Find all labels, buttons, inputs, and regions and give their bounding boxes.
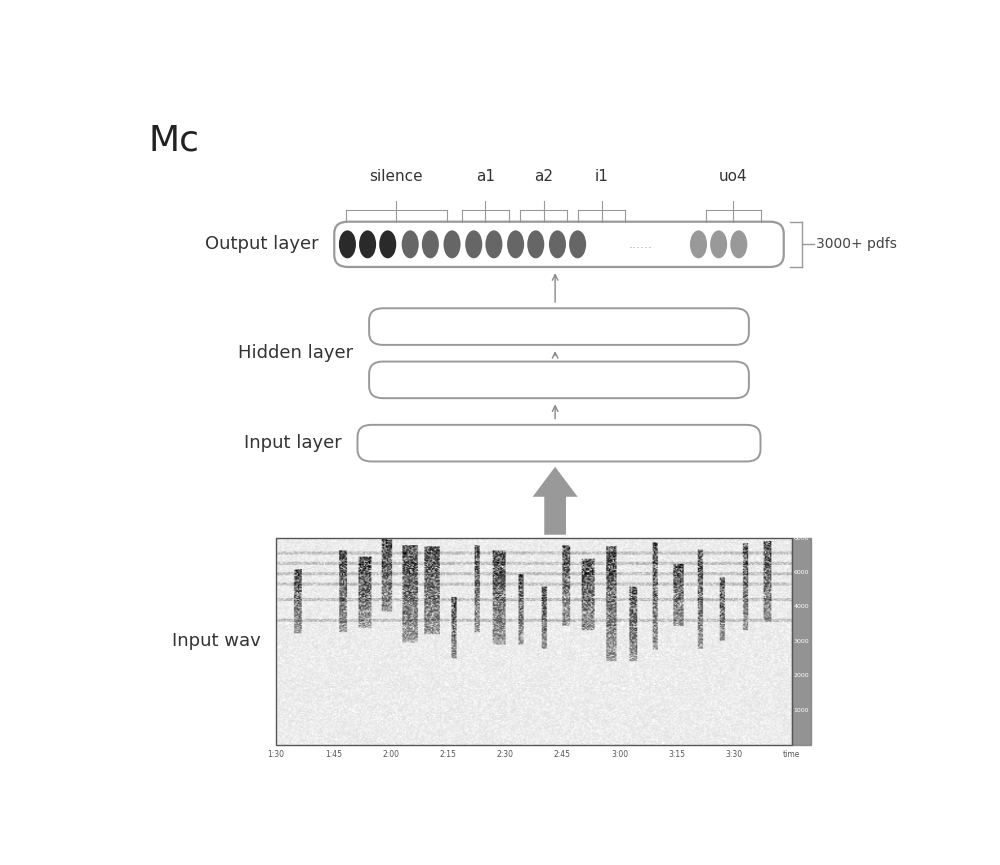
Text: ......: ......: [628, 238, 652, 251]
Bar: [276, 538, 792, 745]
Ellipse shape: [690, 230, 707, 259]
Ellipse shape: [422, 230, 439, 259]
Ellipse shape: [730, 230, 747, 259]
Ellipse shape: [379, 230, 396, 259]
Text: Input layer: Input layer: [244, 434, 342, 452]
Text: 3000+ pdfs: 3000+ pdfs: [816, 237, 897, 252]
Ellipse shape: [710, 230, 727, 259]
Text: 3:30: 3:30: [726, 750, 743, 759]
Text: 2:30: 2:30: [497, 750, 514, 759]
Text: 2:00: 2:00: [382, 750, 399, 759]
Ellipse shape: [402, 230, 419, 259]
Ellipse shape: [359, 230, 376, 259]
Text: silence: silence: [369, 170, 423, 184]
Text: 3:15: 3:15: [668, 750, 685, 759]
Text: 3000: 3000: [793, 638, 809, 644]
FancyBboxPatch shape: [369, 308, 749, 345]
Ellipse shape: [465, 230, 482, 259]
Text: 3:00: 3:00: [611, 750, 628, 759]
Ellipse shape: [527, 230, 544, 259]
Text: Output layer: Output layer: [205, 235, 319, 253]
Text: a1: a1: [476, 170, 495, 184]
Text: 2000: 2000: [793, 673, 809, 678]
Text: Hidden layer: Hidden layer: [239, 344, 354, 362]
Text: 4000: 4000: [793, 605, 809, 609]
FancyBboxPatch shape: [334, 221, 784, 267]
Text: i1: i1: [595, 170, 609, 184]
Ellipse shape: [569, 230, 586, 259]
Ellipse shape: [339, 230, 356, 259]
FancyBboxPatch shape: [369, 362, 749, 398]
Polygon shape: [533, 467, 578, 535]
Text: uo4: uo4: [719, 170, 748, 184]
Text: 1:45: 1:45: [325, 750, 342, 759]
Text: 2:45: 2:45: [554, 750, 571, 759]
Text: Mc: Mc: [148, 124, 199, 157]
Text: 1000: 1000: [793, 708, 809, 713]
Ellipse shape: [549, 230, 566, 259]
Text: 1:30: 1:30: [268, 750, 285, 759]
Text: 6000: 6000: [793, 570, 809, 575]
Text: 8000: 8000: [793, 535, 809, 541]
Text: a2: a2: [534, 170, 553, 184]
Text: 2:15: 2:15: [439, 750, 456, 759]
Ellipse shape: [444, 230, 461, 259]
Text: time: time: [783, 750, 800, 759]
FancyBboxPatch shape: [358, 425, 761, 461]
Text: Input wav: Input wav: [172, 632, 261, 650]
Ellipse shape: [485, 230, 502, 259]
Ellipse shape: [507, 230, 524, 259]
